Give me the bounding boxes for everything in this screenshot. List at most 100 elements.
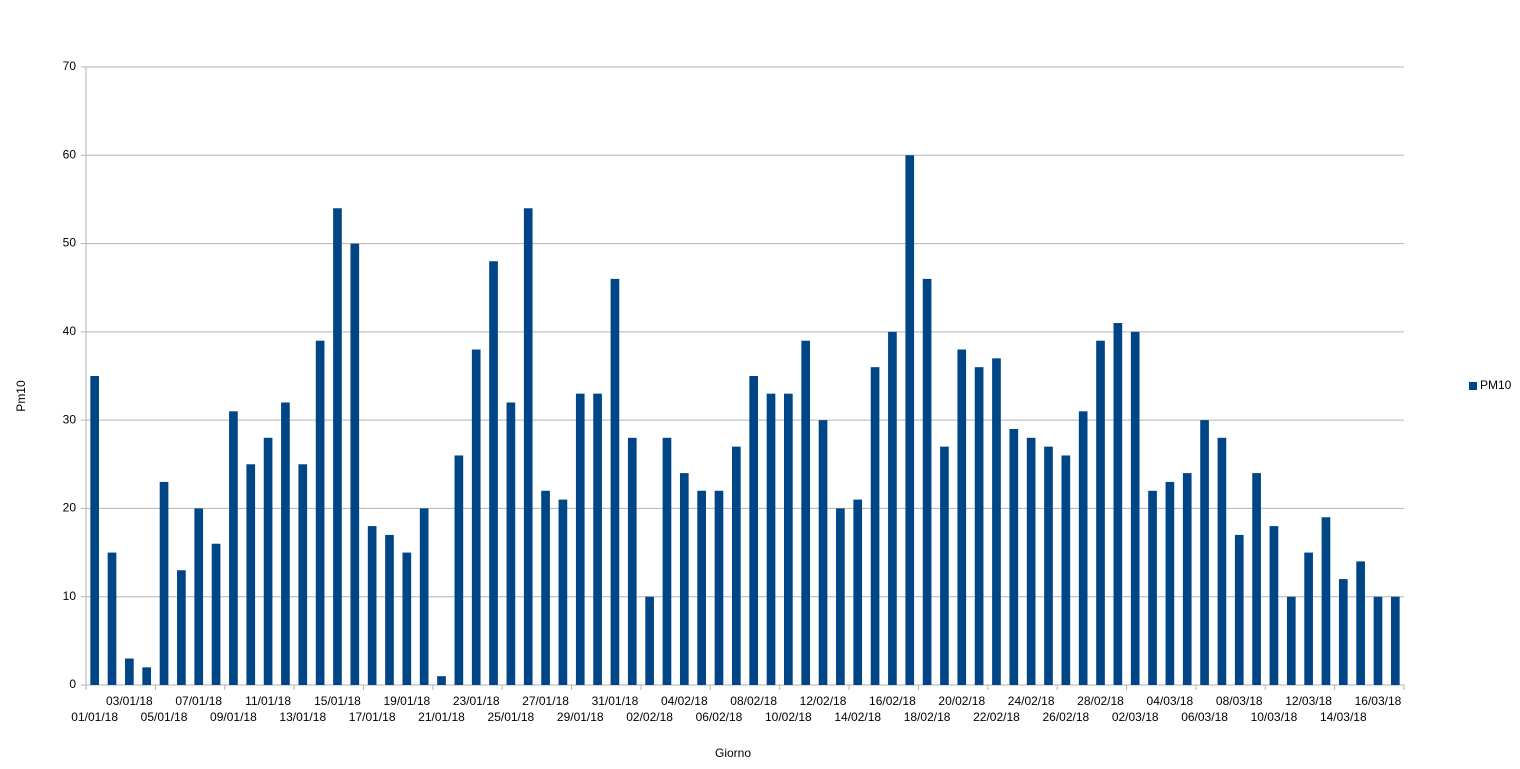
x-tick-label: 04/02/18 [661,694,708,708]
bar [385,534,394,685]
x-tick-label: 07/01/18 [175,694,222,708]
bar [471,349,481,685]
bar [1026,437,1036,685]
bar [558,499,568,685]
x-tick-label: 12/02/18 [800,694,847,708]
bar [263,437,273,685]
bar [1078,411,1088,685]
bar [922,278,932,685]
y-tick-label: 30 [63,412,77,426]
bar [766,393,776,685]
x-tick-label: 10/03/18 [1251,710,1298,724]
x-tick-label: 16/02/18 [869,694,916,708]
bar [593,393,602,685]
bar [1286,596,1296,685]
bar [645,596,654,685]
bar [905,155,915,686]
bar [107,552,117,685]
y-tick-label: 60 [63,147,77,161]
x-tick-label: 10/02/18 [765,710,812,724]
bar [541,490,550,685]
bar [159,481,169,685]
bar [1148,490,1157,685]
bar [1009,428,1019,685]
bar [610,278,620,685]
bar [298,464,308,685]
bar [801,340,811,685]
bar [957,349,967,685]
x-tick-label: 23/01/18 [453,694,500,708]
bar [125,658,134,685]
y-tick-label: 10 [63,589,77,603]
bar [662,437,672,685]
x-tick-label: 21/01/18 [418,710,465,724]
x-tick-label: 04/03/18 [1147,694,1194,708]
bar [575,393,585,685]
bar [853,499,863,685]
x-tick-label: 27/01/18 [522,694,569,708]
bar [333,208,342,685]
x-tick-label: 16/03/18 [1355,694,1402,708]
x-tick-label: 03/01/18 [106,694,153,708]
bar [784,393,793,685]
x-tick-label: 01/01/18 [71,710,118,724]
y-tick-label: 70 [63,59,77,73]
bar [974,367,984,685]
x-tick-label: 15/01/18 [314,694,361,708]
bar [419,508,429,685]
bar [627,437,637,685]
bar [1217,437,1227,685]
y-tick-label: 40 [63,324,77,338]
bar [1234,534,1244,685]
x-tick-label: 08/03/18 [1216,694,1263,708]
bar [679,473,689,685]
x-tick-label: 19/01/18 [383,694,430,708]
bar [177,570,186,685]
x-tick-label: 13/01/18 [279,710,326,724]
bar [194,508,204,685]
x-tick-label: 08/02/18 [730,694,777,708]
bar [1321,517,1331,685]
bar [402,552,412,685]
bar [1113,323,1123,685]
x-tick-label: 14/03/18 [1320,710,1367,724]
bar [489,261,498,685]
bar [367,526,377,685]
bar [1130,331,1140,685]
bar [714,490,724,685]
bar [211,543,221,685]
bar [1182,473,1192,685]
bar [281,402,290,685]
bar [992,358,1001,685]
bar [749,376,759,685]
bar [1061,455,1071,685]
bar [454,455,464,685]
bar [437,676,446,685]
bar [229,411,238,685]
bar [1165,481,1175,685]
y-axis-label: Pm10 [14,380,28,412]
x-tick-label: 05/01/18 [141,710,188,724]
bar [350,243,360,686]
x-axis-label: Giorno [715,746,751,760]
bar [697,490,706,685]
y-tick-label: 20 [63,501,77,515]
bar [870,367,880,685]
bar [1390,596,1400,685]
bar [523,208,533,685]
bar [1200,420,1209,685]
x-tick-label: 29/01/18 [557,710,604,724]
x-tick-label: 06/03/18 [1181,710,1228,724]
bar [940,446,949,685]
legend-label: PM10 [1480,378,1512,392]
bar [818,420,828,685]
bar [731,446,741,685]
x-tick-label: 20/02/18 [938,694,985,708]
bar [888,331,897,685]
x-tick-label: 26/02/18 [1042,710,1089,724]
x-tick-label: 11/01/18 [245,694,291,708]
bar [1304,552,1313,685]
bar [246,464,256,685]
x-tick-label: 28/02/18 [1077,694,1124,708]
bar [1044,446,1053,685]
